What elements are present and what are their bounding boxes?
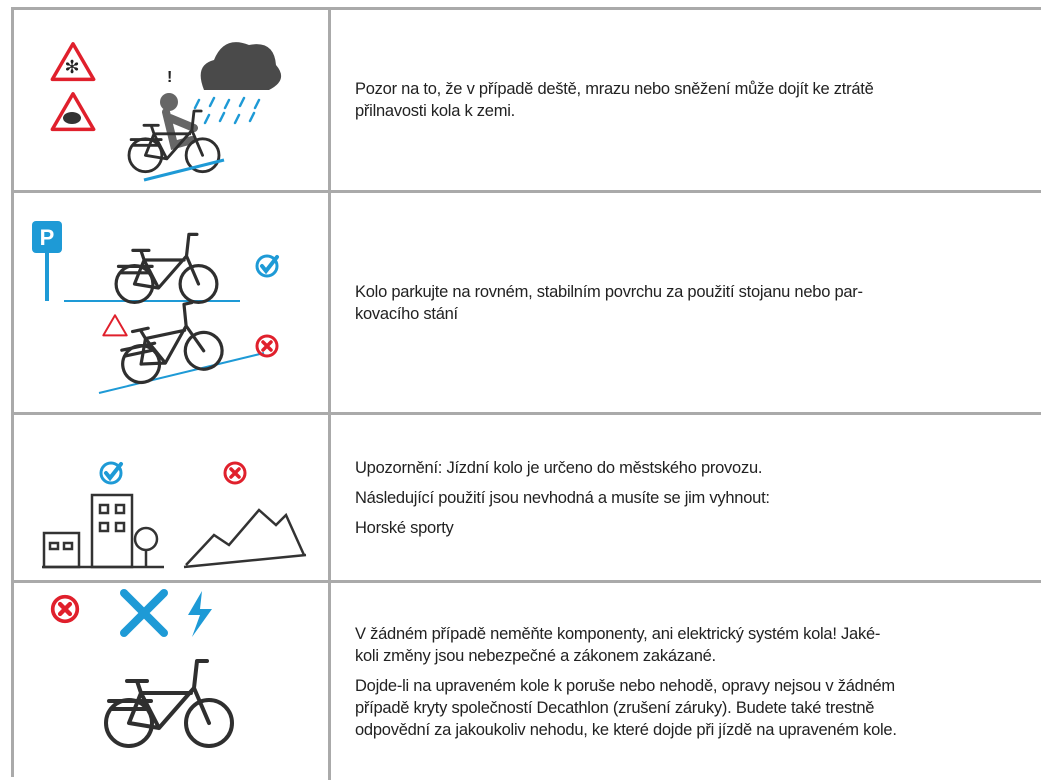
modification-illustration <box>14 589 234 748</box>
text-line: Kolo parkujte na rovném, stabilním povrc… <box>355 282 863 301</box>
text-line: Následující použití jsou nevhodná a musí… <box>355 488 770 507</box>
cell-text: V žádném případě neměňte komponenty, ani… <box>331 583 1041 780</box>
text-line: Dojde-li na upraveném kole k poruše nebo… <box>355 676 895 695</box>
table-row: ✻ ! Pozor na to, že v případě deště, mra… <box>14 10 1041 193</box>
paragraph: Kolo parkujte na rovném, stabilním povrc… <box>355 281 1041 325</box>
text-line: koli změny jsou nebezpečné a zákonem zak… <box>355 646 716 665</box>
table-row: V žádném případě neměňte komponenty, ani… <box>14 583 1041 780</box>
table-row: Upozornění: Jízdní kolo je určeno do měs… <box>14 415 1041 583</box>
text-line: přilnavosti kola k zemi. <box>355 102 515 120</box>
table: ✻ ! Pozor na to, že v případě deště, mra… <box>11 7 1041 780</box>
text-line: odpovědní za jakoukoliv nehodu, ke které… <box>355 720 897 739</box>
paragraph: Upozornění: Jízdní kolo je určeno do měs… <box>355 457 1041 479</box>
table-row: P Kolo parkujte na rovném, stabilním pov… <box>14 193 1041 415</box>
text-line: V žádném případě neměňte komponenty, ani… <box>355 624 881 643</box>
text-line: kovacího stání <box>355 304 458 323</box>
text-line: případě kryty společností Decathlon (zru… <box>355 698 875 717</box>
cell-text: Pozor na to, že v případě deště, mrazu n… <box>331 10 1041 190</box>
text-line: Upozornění: Jízdní kolo je určeno do měs… <box>355 458 763 477</box>
cell-text: Upozornění: Jízdní kolo je určeno do měs… <box>331 415 1041 580</box>
text-line: Pozor na to, že v případě deště, mrazu n… <box>355 80 874 98</box>
paragraph: V žádném případě neměňte komponenty, ani… <box>355 623 1041 667</box>
weather-illustration: ✻ ! <box>50 42 282 182</box>
terrain-illustration <box>42 461 307 569</box>
paragraph: Následující použití jsou nevhodná a musí… <box>355 487 1041 509</box>
text-line: Horské sporty <box>355 518 454 537</box>
svg-text:✻: ✻ <box>64 57 79 77</box>
paragraph: Horské sporty <box>355 517 1041 539</box>
svg-text:P: P <box>40 225 55 250</box>
paragraph: Pozor na to, že v případě deště, mrazu n… <box>355 78 1041 122</box>
paragraph: Dojde-li na upraveném kole k poruše nebo… <box>355 675 1041 741</box>
parking-illustration: P <box>32 221 279 394</box>
cell-text: Kolo parkujte na rovném, stabilním povrc… <box>331 193 1041 412</box>
svg-text:!: ! <box>167 69 172 86</box>
